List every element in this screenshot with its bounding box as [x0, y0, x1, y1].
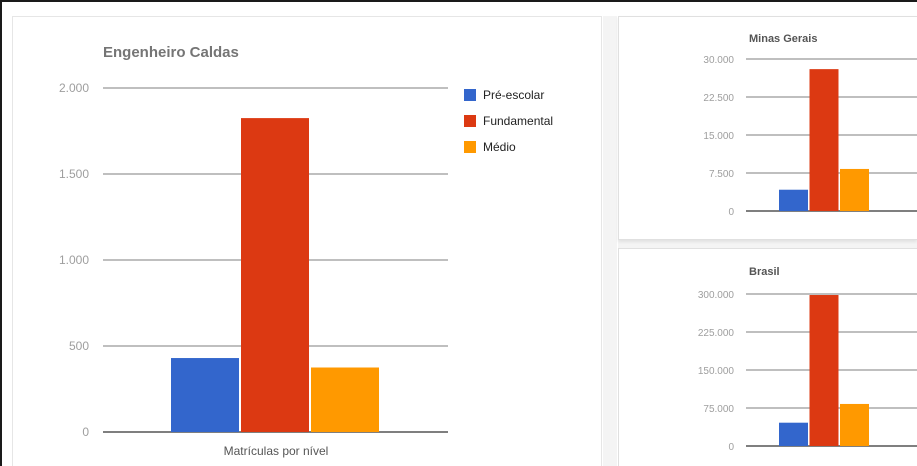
brasil-chart-title: Brasil	[749, 266, 780, 278]
br-y-tick-label: 75.000	[703, 404, 734, 415]
mg-y-tick-label: 30.000	[703, 55, 734, 66]
brasil-chart-bars	[779, 295, 869, 446]
main-bar-medio[interactable]	[311, 367, 379, 433]
br-y-tick-label: 225.000	[698, 328, 735, 339]
main-bar-pre-escolar[interactable]	[171, 358, 239, 432]
main-y-tick-label: 1.000	[59, 253, 89, 267]
br-y-tick-label: 150.000	[698, 366, 735, 377]
main-chart-y-ticks: 0 500 1.000 1.500 2.000	[59, 81, 89, 439]
main-chart-title: Engenheiro Caldas	[103, 44, 239, 61]
minas-gerais-chart-title: Minas Gerais	[749, 33, 817, 45]
main-y-tick-label: 1.500	[59, 167, 89, 181]
minas-gerais-chart-y-ticks: 0 7.500 15.000 22.500 30.000	[703, 55, 734, 218]
main-y-tick-label: 0	[82, 425, 89, 439]
mg-y-tick-label: 22.500	[703, 93, 734, 104]
mg-y-tick-label: 7.500	[709, 169, 734, 180]
main-chart-bars	[171, 118, 379, 432]
legend-label-pre-escolar[interactable]: Pré-escolar	[483, 88, 544, 102]
minas-gerais-chart-bars	[779, 69, 869, 211]
br-bar-fundamental[interactable]	[809, 295, 839, 446]
legend-label-fundamental[interactable]: Fundamental	[483, 114, 553, 128]
minas-gerais-chart: Minas Gerais 0 7.500 15.000 22.500 30.000	[703, 33, 917, 218]
mg-y-tick-label: 0	[728, 207, 734, 218]
mg-bar-fundamental[interactable]	[809, 69, 839, 211]
legend-label-medio[interactable]: Médio	[483, 140, 516, 154]
main-y-tick-label: 500	[69, 339, 89, 353]
main-bar-fundamental[interactable]	[241, 118, 309, 432]
legend-swatch-fundamental	[464, 115, 476, 127]
main-chart: Engenheiro Caldas 0 500 1.000 1.500 2.000 Ma…	[59, 44, 553, 458]
legend-swatch-medio	[464, 141, 476, 153]
brasil-chart: Brasil 0 75.000 150.000 225.000 300.000	[698, 266, 917, 453]
legend-swatch-pre-escolar	[464, 89, 476, 101]
br-y-tick-label: 300.000	[698, 290, 735, 301]
mg-y-tick-label: 15.000	[703, 131, 734, 142]
main-y-tick-label: 2.000	[59, 81, 89, 95]
br-bar-medio[interactable]	[840, 403, 869, 446]
main-chart-x-category: Matrículas por nível	[224, 444, 329, 458]
br-y-tick-label: 0	[728, 442, 734, 453]
mg-bar-medio[interactable]	[840, 168, 869, 211]
br-bar-pre-escolar[interactable]	[779, 422, 808, 446]
panel-separator-horizontal	[618, 240, 917, 248]
panel-separator	[603, 16, 617, 466]
mg-bar-pre-escolar[interactable]	[779, 189, 808, 211]
brasil-chart-y-ticks: 0 75.000 150.000 225.000 300.000	[698, 290, 735, 453]
main-chart-legend[interactable]: Pré-escolar Fundamental Médio	[464, 88, 553, 154]
